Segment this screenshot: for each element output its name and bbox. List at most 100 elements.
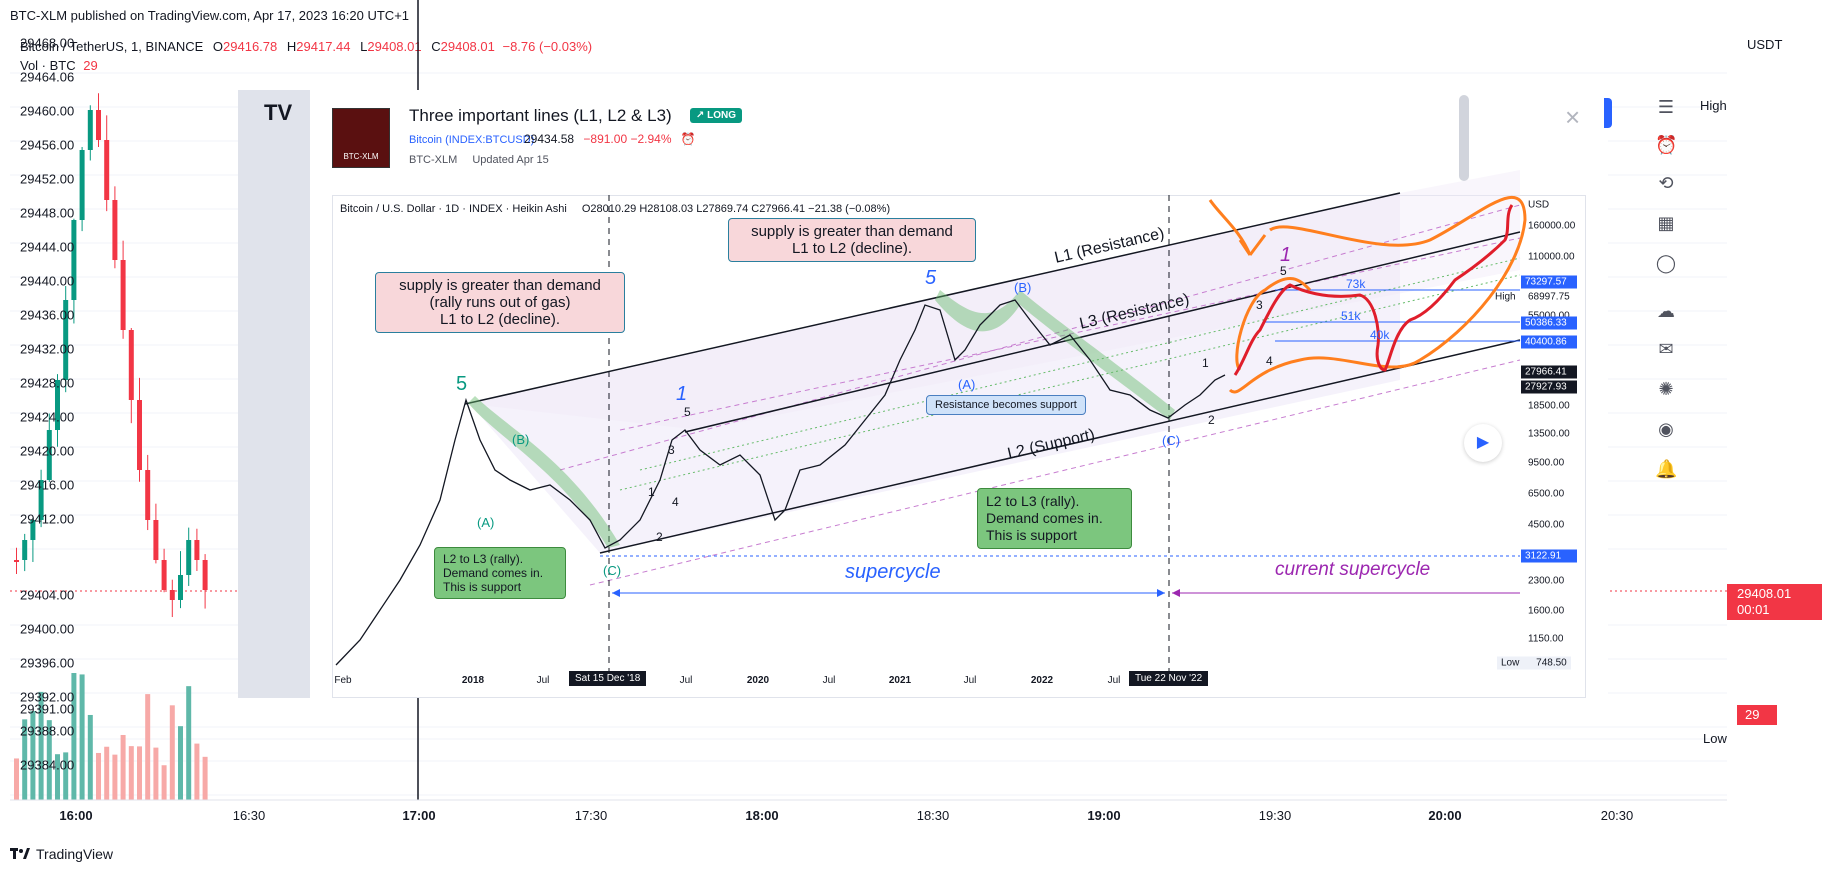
idea-price-marker: 40400.86 — [1521, 335, 1577, 349]
watchlist-icon[interactable]: ☰ — [1657, 97, 1675, 117]
vol-badge: 29 — [1737, 705, 1777, 725]
alarm-icon[interactable]: ⏰ — [680, 132, 696, 146]
scrollbar-thumb[interactable] — [1459, 95, 1469, 181]
price-tick: 29460.00 — [20, 103, 75, 119]
price-tick: 29448.00 — [20, 205, 75, 221]
brand-name: TradingView — [36, 846, 114, 862]
card-sidebar: TV — [238, 90, 310, 698]
candle — [120, 260, 126, 330]
candles — [14, 93, 208, 618]
idea-price-tick: 2300.00 — [1528, 575, 1565, 587]
wave-n5: 5 — [684, 405, 691, 419]
time-tick: 17:30 — [574, 808, 608, 823]
volume-bar — [22, 719, 28, 800]
wave-n2: 2 — [656, 530, 663, 544]
target-40k: 40k — [1370, 328, 1390, 342]
volume-bar — [161, 765, 167, 800]
candle — [145, 470, 151, 520]
author-name[interactable]: BTC-XLM — [409, 154, 458, 166]
volume-bar — [202, 756, 208, 800]
current-arrow — [1172, 589, 1180, 597]
volume-bar — [46, 720, 52, 800]
cloud-icon[interactable]: ☁ — [1657, 301, 1675, 321]
time-tick: 16:00 — [59, 808, 93, 823]
wave-1-blue: 1 — [676, 383, 688, 405]
candle — [87, 110, 93, 150]
high-label: High — [1700, 98, 1727, 113]
streams-icon[interactable]: ◉ — [1658, 419, 1674, 439]
volume-bar — [14, 758, 19, 800]
alarm-clock-icon[interactable]: ⏰ — [1655, 135, 1678, 155]
idea-price-marker: 50386.33 — [1521, 316, 1577, 330]
idea-chart-legend: Bitcoin / U.S. Dollar · 1D · INDEX · Hei… — [340, 203, 890, 215]
time-tick: 19:00 — [1087, 808, 1121, 823]
idea-price-tick: 18500.00 — [1528, 400, 1570, 412]
idea-price-tick: 110000.00 — [1528, 251, 1575, 263]
wave-m4: 4 — [1266, 354, 1273, 368]
orange-sketch — [1208, 196, 1527, 394]
replay-icon[interactable]: ⟲ — [1658, 173, 1674, 193]
channel-fill-upper — [470, 170, 1520, 430]
widget-tab[interactable] — [1604, 98, 1612, 128]
open-value: 29416.78 — [223, 39, 278, 54]
updated-date: Updated Apr 15 — [472, 154, 549, 166]
price-tick: 29400.00 — [20, 621, 75, 637]
candle — [79, 150, 85, 220]
price-tick: 29420.00 — [20, 443, 75, 459]
price-tick: 29404.00 — [20, 587, 75, 603]
idea-time-tick: 2018 — [461, 675, 485, 686]
close-icon[interactable]: × — [1565, 102, 1581, 132]
l2-line — [599, 339, 1521, 554]
long-badge: ↗ LONG — [690, 108, 743, 123]
orange-sketch-2 — [1235, 277, 1312, 372]
target-51k: 51k — [1341, 309, 1361, 323]
author-avatar[interactable]: BTC-XLM — [332, 108, 390, 168]
last-price-badge: 29408.01 00:01 — [1727, 584, 1822, 620]
price-tick: 29396.00 — [20, 655, 75, 671]
time-tick: 19:30 — [1258, 808, 1292, 823]
candle — [153, 520, 159, 560]
callout-rally-1: L2 to L3 (rally). Demand comes in. This … — [434, 547, 566, 599]
volume-bar — [145, 694, 151, 800]
idea-price-tick: 9500.00 — [1528, 457, 1565, 469]
volume-bar — [194, 743, 200, 800]
price-tick: 29432.00 — [20, 341, 75, 357]
idea-chart-symbol: Bitcoin / U.S. Dollar · 1D · INDEX · Hei… — [340, 203, 567, 215]
low-value: 29408.01 — [367, 39, 422, 54]
volume-bar — [63, 752, 69, 800]
calendar-icon[interactable]: ▦ — [1657, 213, 1675, 233]
price-tick: 29440.00 — [20, 273, 75, 289]
idea-author: BTC-XLM Updated Apr 15 — [409, 154, 549, 166]
volume-bar — [178, 726, 183, 800]
l-label: L — [360, 39, 368, 54]
idea-price-tick: 55000.00 — [1528, 311, 1570, 322]
decline-highlight-1 — [468, 396, 620, 548]
candle — [169, 590, 175, 600]
change-value: −8.76 (−0.03%) — [502, 39, 593, 54]
idea-symbol-link[interactable]: Bitcoin (INDEX:BTCUSD) — [409, 134, 535, 146]
wave-1-purple: 1 — [1280, 244, 1292, 266]
resistance-note: Resistance becomes support — [926, 395, 1086, 415]
idea-bulb-icon[interactable]: ◯ — [1655, 253, 1677, 273]
chat-icon[interactable]: ✉ — [1658, 339, 1674, 359]
low-label: Low — [1703, 731, 1727, 746]
notification-bell-icon[interactable]: 🔔 — [1655, 459, 1678, 479]
volume-bar — [153, 747, 159, 800]
wave-n1: 1 — [648, 485, 655, 499]
callout-rally-2: L2 to L3 (rally). Demand comes in. This … — [977, 488, 1132, 549]
price-tick: 29416.00 — [20, 477, 75, 493]
price-tick: 29444.00 — [20, 239, 75, 255]
price-tick: 29388.00 — [20, 723, 75, 739]
time-tick: 18:30 — [916, 808, 950, 823]
idea-time-tick: Jul — [963, 675, 977, 686]
play-button[interactable]: ▶ — [1464, 424, 1502, 462]
arrow-right — [1157, 589, 1165, 597]
current-supercycle-label: current supercycle — [1275, 559, 1431, 580]
wave-m1: 1 — [1202, 356, 1209, 370]
bulb-icon[interactable]: ✺ — [1658, 379, 1674, 399]
price-tick: 29428.00 — [20, 375, 75, 391]
time-tick: 16:30 — [232, 808, 266, 823]
idea-title[interactable]: Three important lines (L1, L2 & L3) — [409, 106, 672, 125]
wave-A-2: (A) — [958, 377, 976, 392]
level-lines — [600, 289, 1520, 557]
